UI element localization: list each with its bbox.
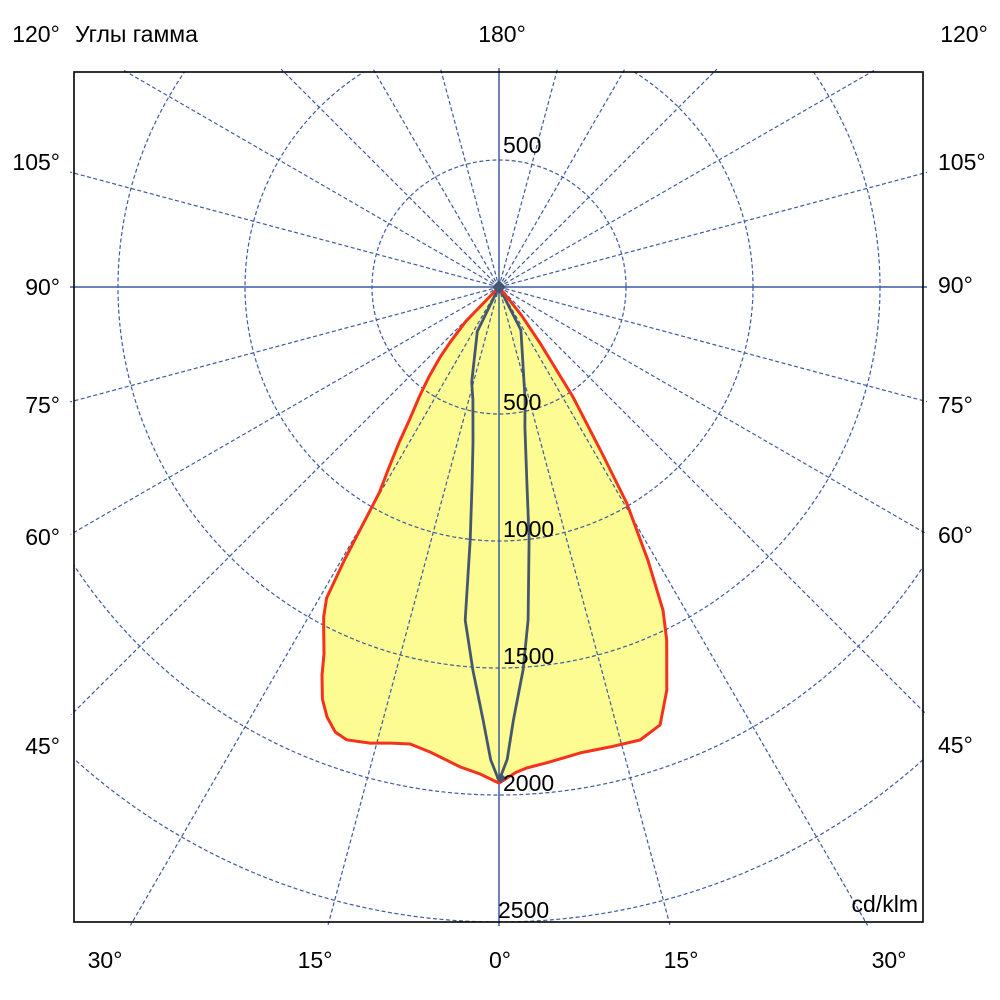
grid-ray <box>498 171 928 288</box>
intensity-scale-label: 1000 <box>503 516 554 542</box>
chart-title: Углы гамма <box>75 21 198 47</box>
grid-ray <box>439 67 500 288</box>
corner-angle-top-center: 180° <box>478 21 526 47</box>
grid-ray <box>498 286 869 926</box>
intensity-scale-label: 500 <box>503 132 541 158</box>
grid-ray <box>498 286 927 715</box>
wide-lobe-curve <box>320 285 669 785</box>
gamma-angle-label-bottom: 15° <box>298 947 333 973</box>
grid-ray <box>69 171 500 288</box>
gamma-angle-label-left: 75° <box>25 392 60 418</box>
gamma-angle-label-bottom: 15° <box>664 947 699 973</box>
corner-angle-top-left: 120° <box>12 21 60 47</box>
gamma-angle-label-bottom: 0° <box>489 947 511 973</box>
gamma-angle-label-bottom: 30° <box>872 947 907 973</box>
grid-ray <box>129 286 500 926</box>
gamma-angle-label-right: 45° <box>938 732 973 758</box>
gamma-angle-label-left: 45° <box>25 733 60 759</box>
intensity-scale-label: 2500 <box>498 897 549 923</box>
grid-ray <box>280 68 500 288</box>
intensity-scale-label: 1500 <box>503 643 554 669</box>
grid-ray <box>372 68 500 288</box>
intensity-scale-label: 500 <box>503 389 541 415</box>
gamma-angle-label-right: 60° <box>938 522 973 548</box>
corner-angle-top-right: 120° <box>940 21 988 47</box>
wide-lobe-fill <box>322 287 667 784</box>
grid-ray <box>498 68 626 288</box>
gamma-angle-label-left: 105° <box>12 149 60 175</box>
grid-ray <box>498 286 927 535</box>
unit-label: cd/klm <box>852 891 918 917</box>
gamma-angle-label-right: 105° <box>938 149 986 175</box>
lobe-marker <box>496 773 506 783</box>
grid-ray <box>70 286 500 716</box>
plot-border <box>73 71 924 923</box>
grid-ray <box>498 69 876 288</box>
intensity-scale-label: 2000 <box>503 770 554 796</box>
grid-ray <box>69 286 500 403</box>
gamma-angle-label-right: 90° <box>938 272 973 298</box>
grid-ray <box>498 68 718 288</box>
narrow-lobe-curve <box>463 285 531 783</box>
gamma-angle-label-left: 60° <box>25 524 60 550</box>
lobe-marker <box>492 280 506 294</box>
grid-ray <box>70 286 500 535</box>
grid-ray <box>498 286 928 403</box>
grid-ray <box>498 67 559 288</box>
grid-ray <box>122 69 500 288</box>
gamma-angle-label-right: 75° <box>938 392 973 418</box>
gamma-angle-label-bottom: 30° <box>88 947 123 973</box>
gamma-angle-label-left: 90° <box>25 274 60 300</box>
